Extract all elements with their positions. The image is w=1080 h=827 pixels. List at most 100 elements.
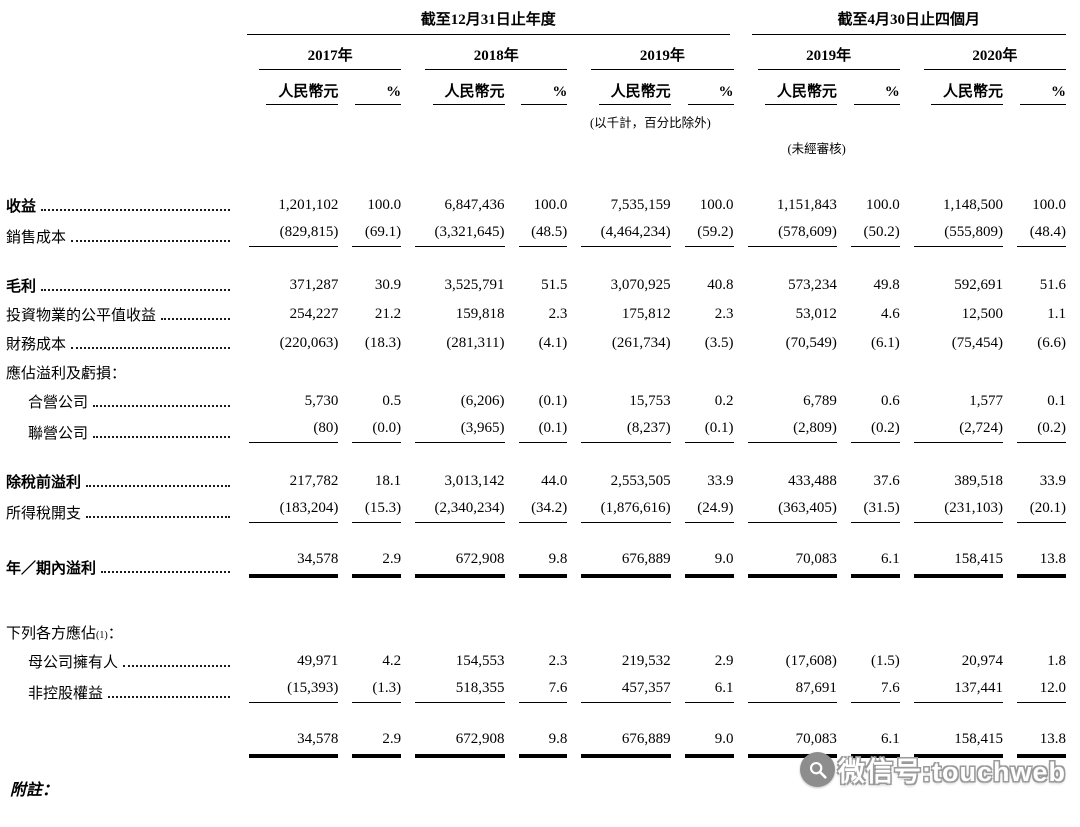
table-row: 合營公司 5,730 0.5 (6,206) (0.1) 15,753 0.2 6,789 0.… [6, 385, 1066, 414]
year-header-2018: 2018年 [425, 35, 568, 70]
amount-cell: 137,441 [900, 674, 1004, 705]
percent-cell: (48.4) [1003, 218, 1066, 249]
percent-cell: 33.9 [1039, 473, 1066, 489]
percent-cell [338, 616, 401, 645]
percent-cell: (6.1) [870, 335, 900, 351]
amount-cell: 433,488 [788, 473, 837, 489]
amount-cell: (829,815) [235, 218, 339, 249]
percent-cell: (24.9) [671, 494, 734, 525]
amount-cell: (2,724) [900, 414, 1004, 445]
amount-cell: (578,609) [734, 218, 837, 249]
amount-cell: 6,847,436 [444, 197, 505, 213]
percent-cell [505, 356, 568, 385]
percent-cell: 0.1 [1047, 393, 1066, 409]
period-group-annual: 截至12月31日止年度 [235, 8, 734, 35]
percent-cell: (34.2) [505, 494, 568, 525]
dotted-leader [108, 696, 230, 698]
percent-cell: 100.0 [1032, 197, 1066, 213]
percent-cell: 12.0 [1003, 674, 1066, 705]
currency-header: 人民幣元 [266, 80, 339, 105]
amount-cell: (261,734) [611, 335, 671, 351]
amount-cell: 1,577 [969, 393, 1004, 409]
row-label: 年／期內溢利 [6, 545, 235, 580]
amount-cell: 219,532 [621, 653, 671, 669]
percent-cell: 37.6 [873, 473, 900, 489]
percent-cell: 9.8 [505, 725, 568, 760]
amount-cell: 70,083 [734, 545, 837, 580]
table-row: 聯營公司 (80) (0.0) (3,965) (0.1) (8,237) (0.1) (2,… [6, 414, 1066, 445]
table-row: 年／期內溢利 34,578 2.9 672,908 9.8 676,889 9.0 70,08… [6, 545, 1066, 580]
double-rule [850, 574, 900, 578]
label-column-header [6, 8, 235, 35]
row-label [6, 725, 235, 760]
amount-cell: (80) [235, 414, 339, 445]
percent-header: % [521, 84, 568, 105]
amount-cell: 158,415 [900, 725, 1004, 760]
income-statement-table: 截至12月31日止年度 截至4月30日止四個月 2017年 2018年 2019… [6, 8, 1066, 760]
percent-cell: 40.8 [707, 277, 734, 293]
percent-cell: 2.9 [338, 725, 402, 760]
percent-cell: 4.6 [880, 306, 900, 322]
spacer-row [6, 705, 1066, 725]
section-header-row: 應佔溢利及虧損： [6, 356, 1066, 385]
dotted-leader [86, 516, 230, 518]
percent-cell: 0.5 [382, 393, 402, 409]
percent-cell [1003, 616, 1066, 645]
amount-cell: 573,234 [788, 277, 837, 293]
percent-header: % [1020, 84, 1066, 105]
percent-cell: 6.1 [671, 674, 734, 705]
percent-header: % [687, 84, 734, 105]
percent-cell: 13.8 [1003, 725, 1066, 760]
percent-cell: 2.9 [338, 545, 402, 580]
percent-cell [338, 356, 401, 385]
table-body: 收益 1,201,102 100.0 6,847,436 100.0 7,535,159 1… [6, 157, 1066, 760]
dotted-leader [93, 436, 230, 438]
amount-cell: 592,691 [954, 277, 1004, 293]
percent-header: % [355, 84, 402, 105]
percent-cell: 7.6 [837, 674, 900, 705]
amount-cell: (2,809) [734, 414, 837, 445]
amount-cell [401, 356, 504, 385]
note-row-thousands: (以千計，百分比除外) [6, 105, 1066, 131]
percent-cell: (1.5) [870, 653, 900, 669]
amount-cell: (70,549) [785, 335, 837, 351]
percent-cell: (0.1) [671, 414, 734, 445]
amount-cell: 3,013,142 [444, 473, 505, 489]
table-row: 財務成本 (220,063) (18.3) (281,311) (4.1) (261,73… [6, 327, 1066, 356]
amount-cell: (281,311) [446, 335, 505, 351]
amount-cell [567, 616, 670, 645]
percent-cell: (20.1) [1003, 494, 1066, 525]
row-label: 聯營公司 [6, 414, 235, 445]
row-label: 除稅前溢利 [6, 465, 235, 494]
percent-cell: 51.5 [541, 277, 568, 293]
percent-cell [671, 356, 734, 385]
section-header-row: 下列各方應佔 (1)： [6, 616, 1066, 645]
percent-cell: (18.3) [364, 335, 402, 351]
percent-cell: 9.0 [671, 725, 734, 760]
dotted-leader [41, 289, 230, 291]
year-header-2019: 2019年 [591, 35, 734, 70]
table-row: 母公司擁有人 49,971 4.2 154,553 2.3 219,532 2.9 (17,6… [6, 645, 1066, 674]
percent-cell: (0.0) [338, 414, 402, 445]
amount-cell: 254,227 [289, 306, 339, 322]
amount-cell [900, 616, 1003, 645]
amount-cell: (555,809) [900, 218, 1004, 249]
dotted-leader [86, 485, 230, 487]
percent-cell: (0.2) [1003, 414, 1066, 445]
period-group-title: 截至12月31日止年度 [247, 8, 730, 35]
amount-cell: (231,103) [900, 494, 1004, 525]
period-group-four-months: 截至4月30日止四個月 [734, 8, 1066, 35]
amount-cell: 3,070,925 [610, 277, 671, 293]
magnifier-icon [800, 752, 835, 787]
percent-cell: 6.1 [837, 725, 900, 760]
year-header-2017: 2017年 [259, 35, 402, 70]
dotted-leader [101, 571, 230, 573]
double-rule [684, 574, 734, 578]
table-row: 除稅前溢利 217,782 18.1 3,013,142 44.0 2,553,505 33… [6, 465, 1066, 494]
percent-cell: 2.9 [714, 653, 734, 669]
amount-cell: 672,908 [401, 545, 505, 580]
double-rule [352, 754, 402, 758]
amount-cell [235, 616, 338, 645]
table-row: 所得稅開支 (183,204) (15.3) (2,340,234) (34.2) (1,… [6, 494, 1066, 525]
amount-cell: 53,012 [795, 306, 837, 322]
